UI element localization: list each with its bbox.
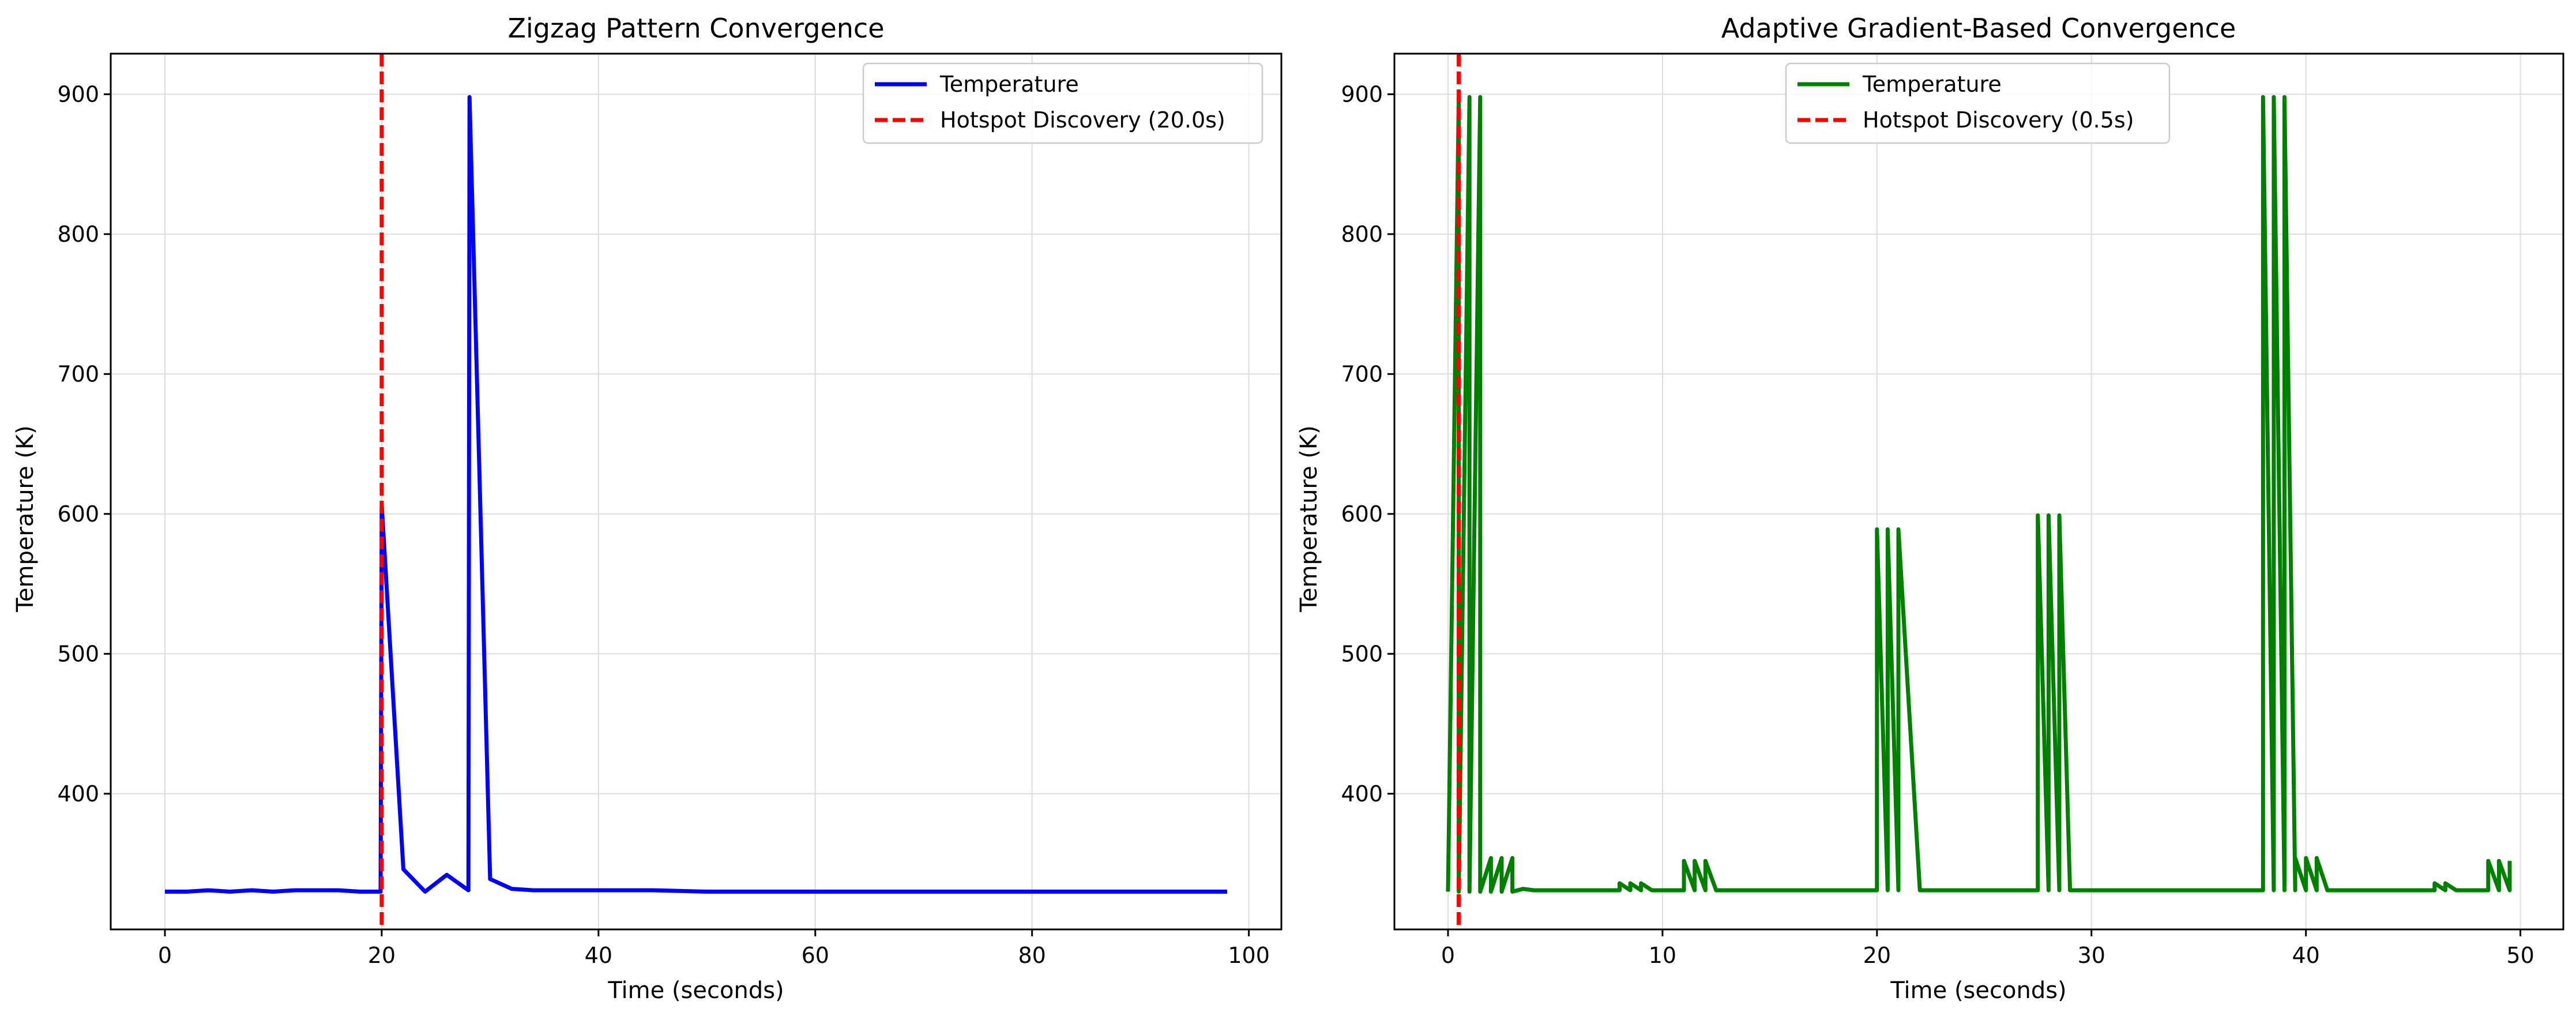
y-tick-label: 400 (57, 781, 99, 807)
temperature-series-line (165, 95, 1227, 894)
series-layer (1446, 54, 2512, 929)
x-tick-label: 40 (585, 943, 612, 968)
y-tick-label: 900 (57, 81, 99, 107)
y-tick-label: 800 (57, 222, 99, 247)
legend-box (862, 62, 1263, 144)
y-tick-label: 500 (1341, 641, 1383, 666)
x-tick-label: 0 (1441, 943, 1455, 968)
x-tick-label: 100 (1228, 943, 1270, 968)
y-tick-label: 600 (57, 501, 99, 527)
x-tick-label: 50 (2506, 943, 2534, 968)
y-tick-label: 700 (1341, 361, 1383, 387)
x-tick-label: 20 (1863, 943, 1891, 968)
legend-box (1785, 62, 2171, 144)
legend-label-hotspot: Hotspot Discovery (20.0s) (940, 107, 1225, 133)
y-tick-label: 400 (1341, 781, 1383, 807)
series-layer (165, 54, 1227, 929)
y-tick-label: 500 (57, 641, 99, 666)
x-tick-label: 40 (2292, 943, 2320, 968)
plot-frame (110, 52, 1283, 931)
x-axis-label: Time (seconds) (1890, 977, 2066, 1004)
y-tick-label: 700 (57, 361, 99, 387)
y-tick-label: 600 (1341, 501, 1383, 527)
x-tick-label: 10 (1649, 943, 1676, 968)
x-tick-label: 0 (158, 943, 172, 968)
ticks: 0 20 40 60 80 100 400 500 600 700 800 900 (57, 81, 1269, 968)
legend-label-temperature: Temperature (1862, 72, 2002, 97)
zigzag-chart: Zigzag Pattern Convergence Time (seconds… (12, 13, 1283, 1004)
ticks: 0 10 20 30 40 50 400 500 600 700 800 900 (1341, 81, 2534, 968)
temperature-series-line (1446, 95, 2512, 894)
chart-title: Adaptive Gradient-Based Convergence (1721, 13, 2236, 44)
y-axis-label: Temperature (K) (12, 425, 39, 613)
x-tick-label: 30 (2078, 943, 2105, 968)
x-tick-label: 80 (1018, 943, 1046, 968)
y-tick-label: 800 (1341, 222, 1383, 247)
x-axis-label: Time (seconds) (607, 977, 784, 1004)
plot-frame (1393, 52, 2564, 931)
legend: Temperature Hotspot Discovery (20.0s) (862, 62, 1263, 144)
chart-title: Zigzag Pattern Convergence (507, 13, 884, 44)
y-tick-label: 900 (1341, 81, 1383, 107)
adaptive-chart: Adaptive Gradient-Based Convergence Time… (1296, 13, 2564, 1004)
x-tick-label: 60 (802, 943, 829, 968)
legend-label-temperature: Temperature (939, 72, 1079, 97)
y-axis-label: Temperature (K) (1296, 425, 1322, 613)
x-tick-label: 20 (368, 943, 396, 968)
legend: Temperature Hotspot Discovery (0.5s) (1785, 62, 2171, 144)
legend-label-hotspot: Hotspot Discovery (0.5s) (1863, 107, 2134, 133)
